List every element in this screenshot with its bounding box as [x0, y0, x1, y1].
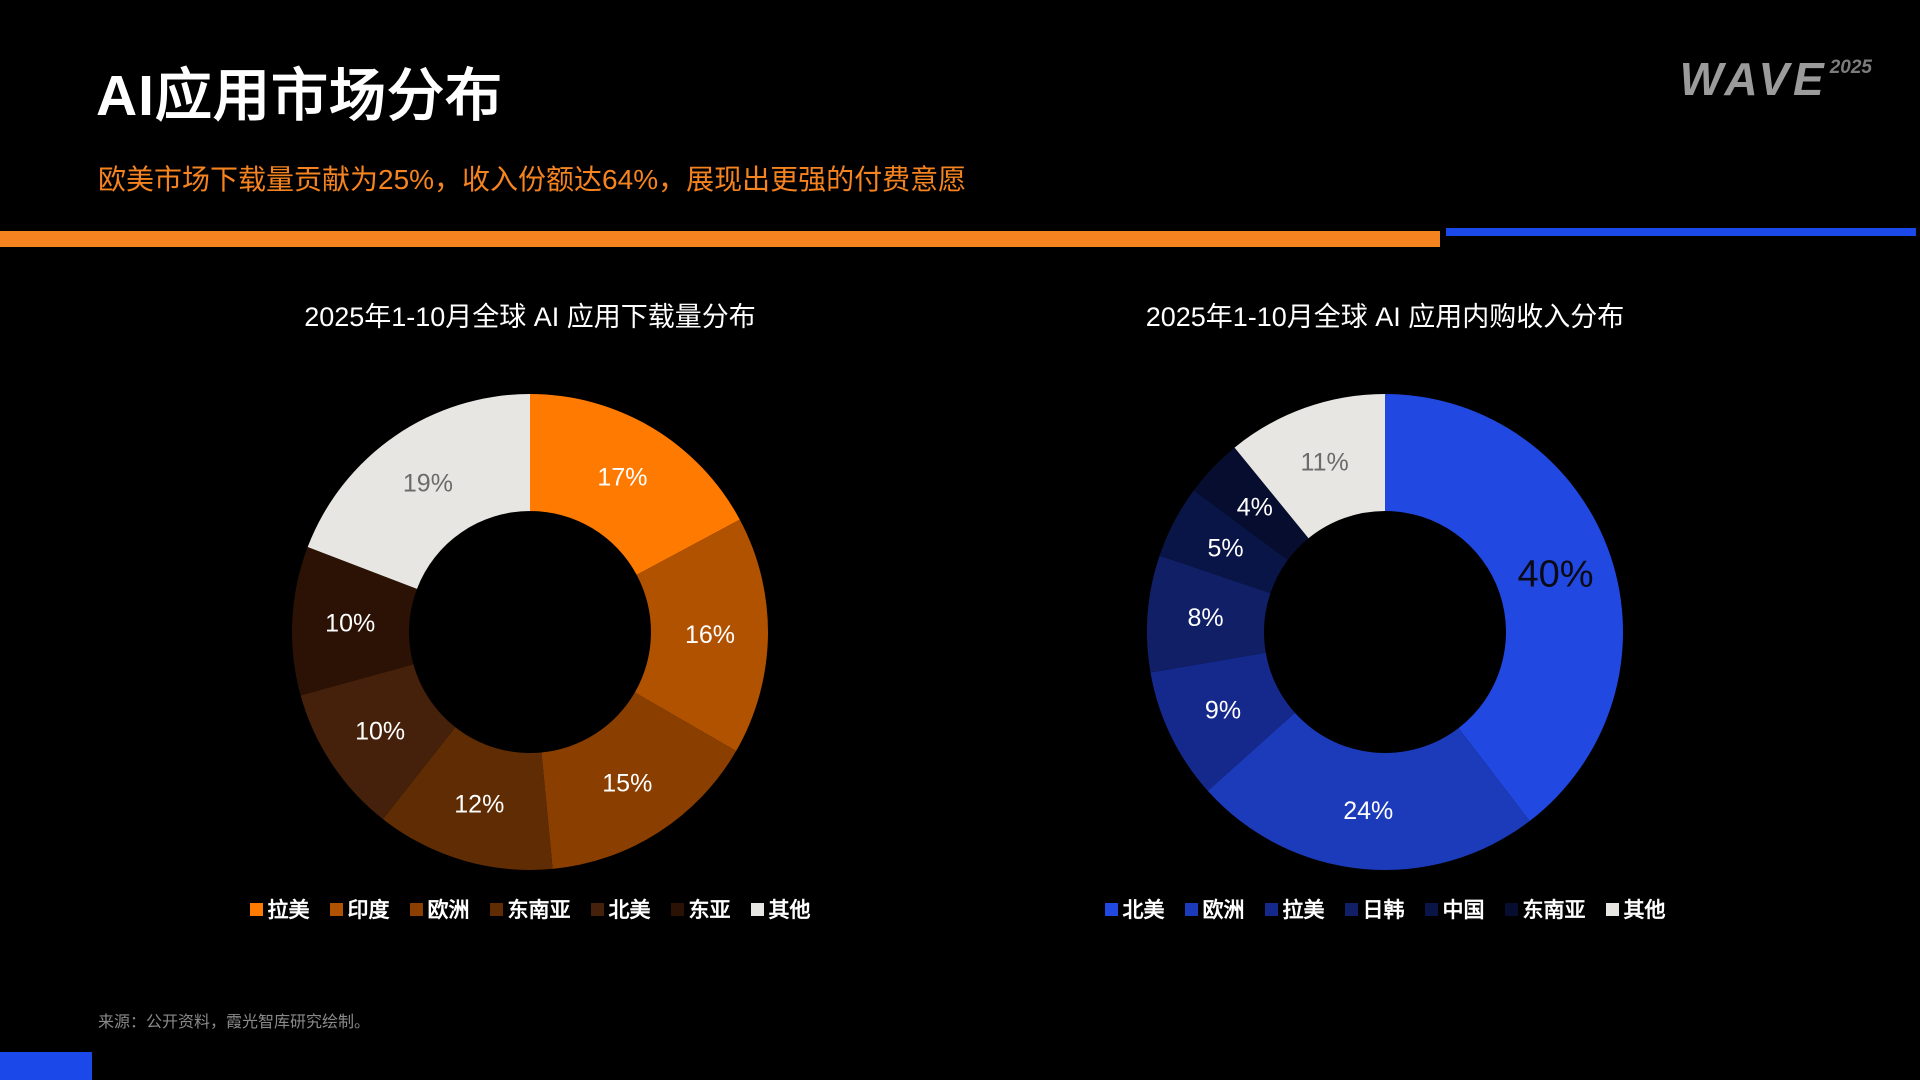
- donut-segment-拉美: [1150, 652, 1295, 791]
- donut-value-label: 8%: [1187, 604, 1223, 632]
- legend-swatch: [590, 902, 604, 916]
- legend-label: 拉美: [267, 899, 310, 922]
- revenue-legend: 北美 欧洲 拉美 日韩 中国 东南亚 其他: [1025, 894, 1745, 924]
- donut-value-label: 17%: [597, 464, 647, 492]
- revenue-chart-title: 2025年1-10月全球 AI 应用内购收入分布: [1145, 302, 1625, 332]
- divider: [0, 228, 1920, 248]
- legend-item-东亚: 东亚: [670, 894, 731, 924]
- donut-segment-东南亚: [1193, 447, 1309, 560]
- legend-label: 东南亚: [507, 899, 571, 922]
- donut-value-label: 4%: [1237, 494, 1273, 522]
- revenue-donut-chart: 40% 24% 9% 8% 5% 4% 11%: [1145, 392, 1625, 872]
- donut-value-label: 40%: [1517, 553, 1593, 595]
- wave-logo: WAVE 2025: [1680, 52, 1872, 106]
- legend-label: 北美: [1122, 899, 1165, 922]
- header: AI应用市场分布 欧美市场下载量贡献为25%，收入份额达64%，展现出更强的付费…: [96, 50, 966, 198]
- donut-value-label: 9%: [1205, 696, 1241, 724]
- legend-label: 印度: [347, 899, 390, 922]
- legend-swatch: [1264, 902, 1278, 916]
- legend-label: 东南亚: [1522, 899, 1586, 922]
- legend-swatch: [1424, 902, 1438, 916]
- legend-item-北美: 北美: [1104, 894, 1165, 924]
- legend-label: 中国: [1442, 899, 1485, 922]
- legend-item-欧洲: 欧洲: [1184, 894, 1245, 924]
- donut-segment-其他: [307, 394, 530, 589]
- downloads-chart-section: 2025年1-10月全球 AI 应用下载量分布 17% 16% 15% 12% 10% 1…: [170, 300, 890, 924]
- page-subtitle: 欧美市场下载量贡献为25%，收入份额达64%，展现出更强的付费意愿: [98, 164, 967, 195]
- source-note: 来源：公开资料，霞光智库研究绘制。: [98, 1014, 371, 1031]
- legend-item-东南亚: 东南亚: [489, 894, 571, 924]
- donut-value-label: 15%: [602, 769, 652, 797]
- downloads-donut-chart: 17% 16% 15% 12% 10% 10% 19%: [290, 392, 770, 872]
- legend-item-其他: 其他: [750, 894, 811, 924]
- donut-segment-中国: [1159, 490, 1288, 594]
- legend-item-其他: 其他: [1605, 894, 1666, 924]
- donut-segment-北美: [1385, 394, 1624, 822]
- legend-item-日韩: 日韩: [1344, 894, 1405, 924]
- divider-orange-bar: [0, 231, 1440, 247]
- legend-label: 日韩: [1362, 899, 1405, 922]
- legend-swatch: [1104, 902, 1118, 916]
- wave-logo-year: 2025: [1829, 57, 1872, 78]
- corner-accent-bar: [0, 1052, 92, 1080]
- legend-item-拉美: 拉美: [1264, 894, 1325, 924]
- legend-label: 东亚: [688, 899, 731, 922]
- donut-value-label: 10%: [325, 609, 375, 637]
- donut-segment-印度: [634, 519, 769, 751]
- donut-segment-欧洲: [1207, 712, 1530, 871]
- legend-swatch: [1605, 902, 1619, 916]
- donut-segment-拉美: [530, 394, 740, 575]
- donut-segment-其他: [1234, 394, 1385, 539]
- downloads-legend: 拉美 印度 欧洲 东南亚 北美 东亚 其他: [170, 894, 890, 924]
- legend-label: 其他: [768, 899, 811, 922]
- legend-swatch: [1184, 902, 1198, 916]
- legend-item-欧洲: 欧洲: [409, 894, 470, 924]
- downloads-chart-title: 2025年1-10月全球 AI 应用下载量分布: [304, 302, 756, 332]
- donut-segment-日韩: [1146, 555, 1271, 673]
- donut-value-label: 11%: [1301, 448, 1349, 476]
- donut-value-label: 16%: [685, 621, 735, 649]
- donut-value-label: 19%: [403, 470, 453, 498]
- legend-swatch: [329, 902, 343, 916]
- legend-swatch: [249, 902, 263, 916]
- legend-item-印度: 印度: [329, 894, 390, 924]
- legend-item-北美: 北美: [590, 894, 651, 924]
- wave-logo-text: WAVE: [1679, 53, 1828, 105]
- donut-segment-北美: [300, 664, 456, 820]
- legend-swatch: [1344, 902, 1358, 916]
- donut-value-label: 24%: [1343, 797, 1393, 825]
- donut-value-label: 10%: [355, 718, 405, 746]
- legend-label: 欧洲: [427, 899, 470, 922]
- legend-item-东南亚: 东南亚: [1504, 894, 1586, 924]
- legend-swatch: [750, 902, 764, 916]
- legend-label: 欧洲: [1202, 899, 1245, 922]
- legend-swatch: [489, 902, 503, 916]
- legend-swatch: [670, 902, 684, 916]
- legend-label: 拉美: [1282, 899, 1325, 922]
- donut-segment-东亚: [292, 547, 417, 696]
- divider-blue-bar: [1446, 228, 1916, 236]
- legend-swatch: [409, 902, 423, 916]
- donut-value-label: 5%: [1207, 535, 1243, 563]
- donut-segment-东南亚: [382, 727, 553, 870]
- page-title: AI应用市场分布: [96, 64, 503, 128]
- revenue-chart-section: 2025年1-10月全球 AI 应用内购收入分布 40% 24% 9% 8% 5% 4% 1…: [1025, 300, 1745, 924]
- legend-item-拉美: 拉美: [249, 894, 310, 924]
- donut-value-label: 12%: [454, 791, 504, 819]
- legend-swatch: [1504, 902, 1518, 916]
- legend-item-中国: 中国: [1424, 894, 1485, 924]
- legend-label: 北美: [608, 899, 651, 922]
- legend-label: 其他: [1623, 899, 1666, 922]
- donut-segment-欧洲: [541, 692, 737, 869]
